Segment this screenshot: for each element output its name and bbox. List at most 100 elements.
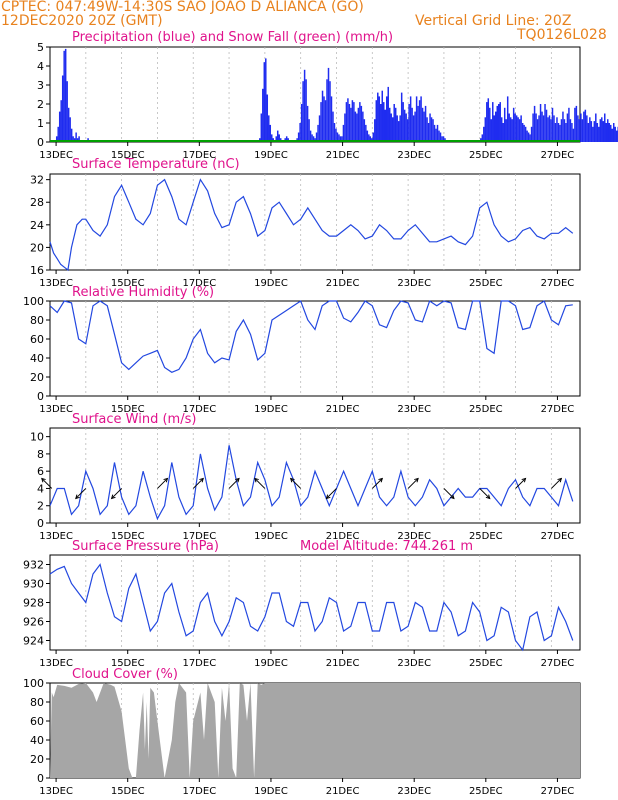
precip-bar	[593, 121, 596, 142]
x-tick-label: 23DEC	[397, 786, 431, 797]
precip-bar	[67, 107, 70, 142]
precip-bar	[492, 102, 494, 142]
precip-bar	[309, 130, 312, 142]
precip-bar	[369, 136, 372, 142]
precip-bar	[353, 102, 355, 142]
wind-arrow	[41, 478, 53, 489]
precip-bar	[362, 111, 364, 142]
precip-bar	[524, 126, 527, 142]
x-tick-label: 25DEC	[469, 786, 503, 797]
precip-bar	[438, 130, 440, 142]
y-tick-label: 6	[37, 465, 44, 478]
x-tick-label: 25DEC	[469, 531, 503, 542]
y-tick-label: 932	[23, 559, 44, 572]
precip-bar	[377, 92, 379, 142]
precip-bar	[329, 81, 331, 142]
x-tick-label: 13DEC	[39, 150, 73, 161]
precip-bar	[347, 98, 349, 142]
precip-bar	[512, 107, 515, 142]
precip-bar	[341, 136, 343, 142]
precip-bar	[421, 107, 424, 142]
precip-bar	[583, 111, 585, 142]
wind-arrow	[550, 478, 562, 489]
panel-title: Surface Wind (m/s)	[72, 412, 196, 427]
precip-bar	[575, 105, 578, 142]
precip-bar	[592, 126, 594, 142]
x-tick-label: 27DEC	[541, 278, 575, 289]
precip-bar	[496, 105, 498, 142]
precip-bar	[518, 119, 521, 142]
precip-bar	[360, 105, 363, 142]
x-tick-label: 25DEC	[469, 404, 503, 415]
precip-bar	[393, 104, 395, 142]
precip-bar	[305, 79, 307, 142]
precip-bar	[483, 126, 485, 142]
precip-bar	[344, 113, 346, 142]
wind-arrow	[290, 478, 302, 489]
precip-bar	[586, 115, 588, 142]
precip-bar	[484, 117, 487, 142]
precip-bar	[433, 124, 436, 142]
precip-bar	[302, 81, 304, 142]
precip-bar	[357, 107, 360, 142]
plot-frame	[49, 300, 581, 397]
precip-bar	[390, 113, 392, 142]
precip-bar	[70, 128, 73, 142]
wind-arrow-head	[521, 477, 527, 483]
precip-bar	[266, 94, 269, 142]
y-tick-label: 0	[37, 136, 44, 149]
precip-bar	[612, 123, 615, 142]
precip-bar	[308, 119, 310, 142]
panel-title: Precipitation (blue) and Snow Fall (gree…	[72, 30, 393, 45]
x-tick-label: 25DEC	[469, 150, 503, 161]
x-tick-label: 13DEC	[39, 531, 73, 542]
precip-bar	[607, 119, 609, 142]
precip-bar	[326, 79, 328, 142]
precip-bar	[342, 124, 345, 142]
y-tick-label: 80	[30, 696, 44, 709]
model-altitude-label: Model Altitude: 744.261 m	[300, 539, 473, 554]
y-tick-label: 100	[23, 677, 44, 690]
precip-bar	[311, 134, 313, 142]
precip-bar	[385, 96, 388, 142]
plot-frame	[49, 427, 581, 524]
wind-arrow	[515, 478, 526, 489]
precip-bar	[260, 113, 263, 142]
precip-bar	[388, 107, 391, 142]
y-tick-label: 16	[30, 264, 44, 277]
wind-arrow	[157, 478, 168, 489]
plot-frame	[49, 173, 581, 271]
precip-bar	[402, 102, 404, 142]
precip-bar	[608, 123, 610, 142]
precip-bar	[569, 119, 572, 142]
precip-bar	[406, 119, 409, 142]
wind-arrow-head	[163, 477, 169, 483]
precip-bar	[330, 96, 333, 142]
precip-bar	[587, 123, 590, 142]
precip-bar	[64, 48, 67, 142]
y-tick-label: 32	[30, 174, 44, 187]
precip-bar	[269, 124, 272, 142]
x-tick-label: 23DEC	[397, 150, 431, 161]
precip-bar	[553, 115, 555, 142]
precip-bar	[387, 86, 389, 142]
precip-bar	[441, 136, 443, 142]
precip-bar	[584, 109, 587, 142]
precip-bar	[366, 130, 369, 142]
precip-bar	[527, 132, 530, 142]
wind-arrow	[443, 488, 455, 499]
panel-title: Surface Temperature (nC)	[72, 157, 240, 172]
precip-bar	[538, 115, 540, 142]
wind-arrow-head	[235, 477, 240, 483]
precip-bar	[409, 96, 412, 142]
precip-bar	[335, 128, 337, 142]
y-tick-label: 28	[30, 196, 44, 209]
x-tick-label: 21DEC	[326, 278, 360, 289]
precip-bar	[297, 132, 300, 142]
wind-arrow	[75, 488, 87, 499]
precip-bar	[426, 117, 428, 142]
precip-bar	[303, 69, 306, 142]
x-tick-label: 23DEC	[397, 531, 431, 542]
y-tick-label: 930	[23, 578, 44, 591]
